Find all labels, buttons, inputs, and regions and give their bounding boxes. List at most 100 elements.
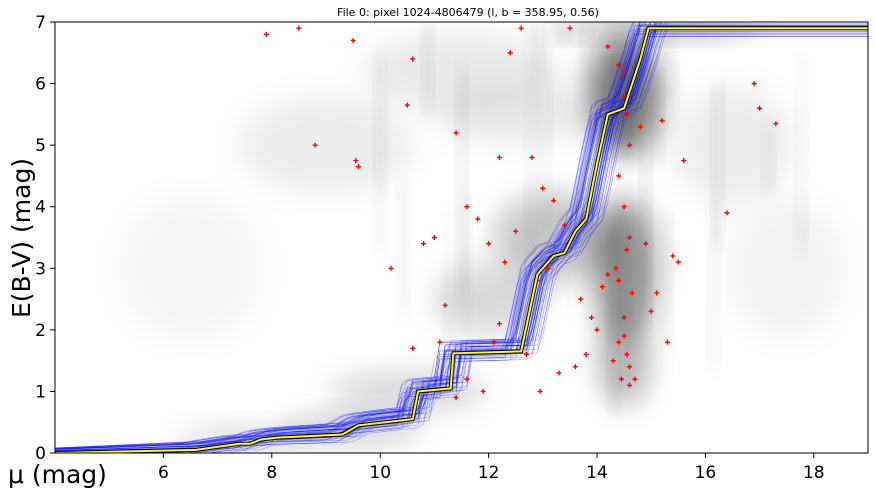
x-tick-label: 12 [478, 463, 500, 483]
star-point [664, 339, 670, 345]
star-point [502, 259, 508, 265]
star-point [773, 121, 779, 127]
sample-line [55, 33, 868, 453]
sample-line [55, 22, 641, 450]
star-point [312, 142, 318, 148]
star-point [356, 164, 362, 170]
sample-line [55, 22, 868, 451]
sample-line [55, 24, 868, 452]
star-point [624, 247, 630, 253]
sample-line [55, 22, 666, 449]
star-point [442, 302, 448, 308]
density-streak [764, 126, 773, 191]
sample-line [55, 22, 868, 451]
star-point [404, 102, 410, 108]
star-point [551, 198, 557, 204]
sample-line [55, 25, 868, 453]
star-point [637, 124, 643, 130]
sample-line [55, 22, 656, 450]
star-point [486, 241, 492, 247]
sample-line [55, 25, 868, 452]
sample-line [55, 22, 868, 451]
density-blob [115, 193, 266, 344]
star-point [453, 130, 459, 136]
star-point [518, 25, 524, 31]
density-streak [526, 55, 535, 269]
star-point [605, 271, 611, 277]
sample-line [55, 22, 868, 451]
star-point [613, 265, 619, 271]
star-point [572, 364, 578, 370]
star-point [561, 222, 567, 228]
density-streak [461, 193, 470, 333]
density-streak [713, 85, 722, 247]
star-point [594, 327, 600, 333]
star-point [513, 228, 519, 234]
star-point [659, 118, 665, 124]
density-streak [609, 224, 618, 414]
density-streak [663, 211, 672, 344]
sample-line [55, 22, 663, 451]
density-streak [560, 22, 569, 42]
density-streak [444, 210, 453, 396]
star-point [616, 339, 622, 345]
sample-line [55, 33, 868, 453]
y-tick-label: 5 [35, 136, 46, 156]
plot-frame [54, 21, 869, 454]
density-blob [435, 84, 596, 145]
density-streak [540, 48, 549, 233]
density-streak [583, 22, 592, 89]
density-streak [621, 86, 630, 152]
star-point [491, 339, 497, 345]
star-point [556, 370, 562, 376]
y-tick-label: 4 [35, 198, 46, 218]
y-axis-label: E(B-V) (mag) [7, 158, 36, 318]
star-point [350, 37, 356, 43]
density-streak [709, 201, 718, 371]
star-points [263, 25, 779, 401]
star-point [537, 388, 543, 394]
star-point [437, 339, 443, 345]
sample-line [55, 22, 641, 450]
star-point [618, 74, 624, 80]
star-point [589, 315, 595, 321]
sample-line [55, 22, 657, 450]
star-point [410, 56, 416, 62]
density-streak [525, 22, 534, 47]
star-point [618, 376, 624, 382]
y-tick-label: 7 [35, 13, 46, 33]
sample-line [55, 36, 868, 453]
star-point [496, 154, 502, 160]
star-point [648, 308, 654, 314]
star-point [464, 204, 470, 210]
star-point [616, 62, 622, 68]
density-streak [458, 63, 467, 295]
y-tick-label: 0 [35, 444, 46, 464]
x-axis-label: μ (mag) [8, 460, 107, 489]
star-point [475, 216, 481, 222]
x-tick-label: 18 [803, 463, 825, 483]
star-point [654, 290, 660, 296]
star-point [751, 81, 757, 87]
star-point [410, 345, 416, 351]
sample-line [55, 22, 641, 451]
star-point [632, 376, 638, 382]
x-tick-label: 6 [158, 463, 169, 483]
x-tick-label: 8 [266, 463, 277, 483]
sample-line [55, 22, 651, 450]
star-point [621, 204, 627, 210]
density-background [115, 22, 847, 453]
sample-line [55, 35, 868, 453]
sample-line [55, 25, 868, 453]
sample-line [55, 22, 656, 449]
density-streak [796, 50, 805, 252]
star-point [524, 351, 530, 357]
star-point [296, 25, 302, 31]
star-point [627, 382, 633, 388]
density-blob [236, 95, 416, 196]
density-streak [641, 143, 650, 322]
density-blob [726, 198, 847, 339]
best-fit-line [55, 27, 868, 453]
